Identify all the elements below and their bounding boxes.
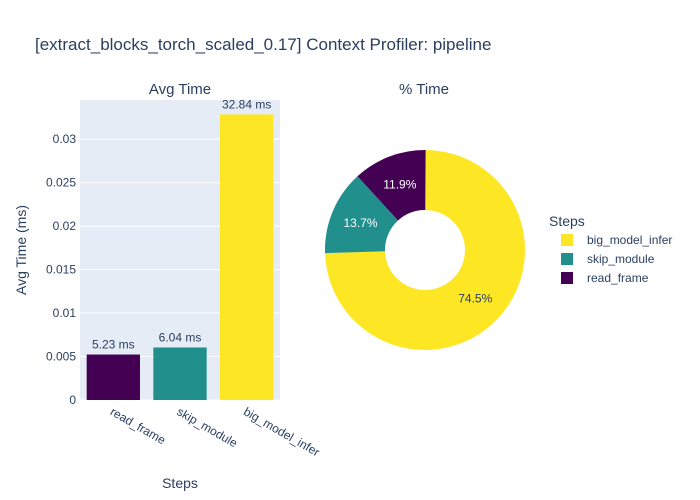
bar-data-label: 32.84 ms bbox=[222, 97, 271, 111]
bar-data-label: 6.04 ms bbox=[159, 330, 202, 344]
bar-data-label: 5.23 ms bbox=[92, 338, 135, 352]
legend-label: big_model_infer bbox=[587, 233, 672, 247]
legend-item-read_frame[interactable]: read_frame bbox=[561, 271, 649, 285]
legend-item-big_model_infer[interactable]: big_model_infer bbox=[561, 233, 672, 247]
slice-label: 11.9% bbox=[383, 178, 416, 192]
legend-swatch bbox=[561, 234, 573, 246]
donut-chart: % Time 74.5% 13.7% 11.9% bbox=[324, 81, 525, 350]
donut-slices bbox=[324, 149, 525, 350]
legend-swatch bbox=[561, 272, 573, 284]
legend-label: read_frame bbox=[587, 271, 649, 285]
legend-item-skip_module[interactable]: skip_module bbox=[561, 252, 655, 266]
bar-y-ticks: 0 0.005 0.01 0.015 0.02 0.025 0.03 bbox=[46, 132, 76, 407]
y-tick-label: 0.015 bbox=[46, 263, 76, 277]
bar-x-ticks: read_frame skip_module big_model_infer bbox=[108, 404, 322, 459]
x-tick-label: read_frame bbox=[108, 404, 168, 447]
x-tick-label: big_model_infer bbox=[241, 404, 322, 459]
legend-items[interactable]: big_model_infer skip_module read_frame bbox=[561, 233, 672, 285]
bar-x-axis-label: Steps bbox=[162, 475, 198, 491]
y-tick-label: 0.02 bbox=[53, 219, 77, 233]
bar-skip_module[interactable] bbox=[153, 347, 207, 400]
y-tick-label: 0.025 bbox=[46, 176, 76, 190]
bar-read_frame[interactable] bbox=[86, 354, 140, 400]
legend[interactable]: Steps big_model_infer skip_module read_fra… bbox=[549, 213, 672, 285]
legend-swatch bbox=[561, 253, 573, 265]
slice-label: 74.5% bbox=[458, 292, 492, 306]
legend-label: skip_module bbox=[587, 252, 655, 266]
bar-chart-title: Avg Time bbox=[149, 81, 211, 98]
y-tick-label: 0.005 bbox=[46, 350, 76, 364]
bar-y-axis-label: Avg Time (ms) bbox=[13, 205, 29, 295]
slice-big_model_infer[interactable] bbox=[325, 150, 525, 350]
x-tick-label: skip_module bbox=[175, 404, 241, 450]
slice-read_frame[interactable] bbox=[357, 149, 426, 221]
y-tick-label: 0.01 bbox=[53, 306, 77, 320]
bar-series: 5.23 ms 6.04 ms 32.84 ms bbox=[86, 97, 274, 400]
donut-chart-title: % Time bbox=[399, 81, 449, 98]
bar-big_model_infer[interactable] bbox=[220, 114, 274, 400]
slice-label: 13.7% bbox=[343, 216, 377, 230]
slice-skip_module[interactable] bbox=[324, 176, 398, 254]
y-tick-label: 0.03 bbox=[53, 132, 77, 146]
y-tick-label: 0 bbox=[69, 393, 76, 407]
donut-slice-labels: 74.5% 13.7% 11.9% bbox=[343, 178, 492, 306]
chart-title: [extract_blocks_torch_scaled_0.17] Conte… bbox=[35, 35, 491, 54]
legend-title: Steps bbox=[549, 213, 585, 229]
bar-chart: 0 0.005 0.01 0.015 0.02 0.025 0.03 5.23 ms 6.04… bbox=[13, 81, 322, 491]
